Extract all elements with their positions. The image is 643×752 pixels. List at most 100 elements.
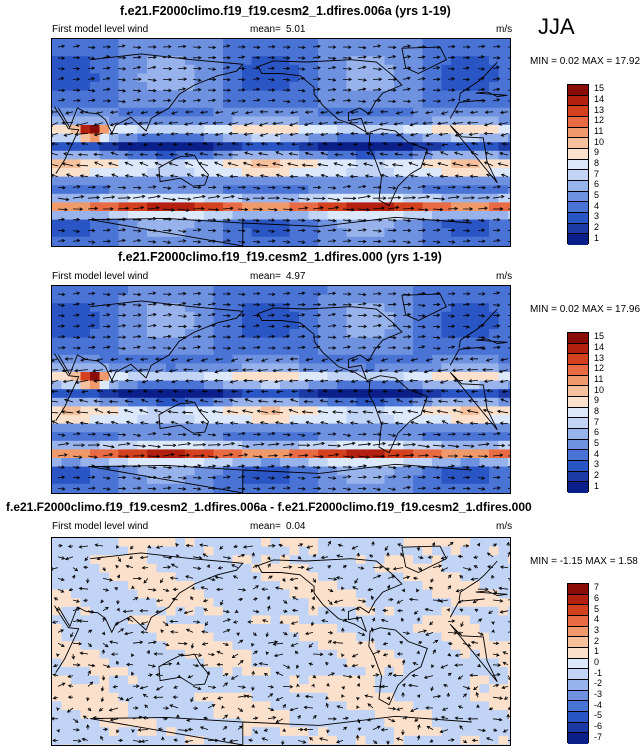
wind-vector xyxy=(147,431,157,436)
wind-vector xyxy=(64,357,74,361)
field-cell xyxy=(109,546,120,556)
wind-vector xyxy=(417,444,431,449)
wind-vector xyxy=(327,444,342,448)
field-cell xyxy=(270,649,281,659)
field-cell xyxy=(318,372,329,382)
field-cell xyxy=(61,727,72,737)
wind-vector xyxy=(357,324,368,329)
wind-vector xyxy=(462,544,470,548)
field-cell xyxy=(479,667,490,677)
field-cell xyxy=(80,449,91,459)
field-cell xyxy=(479,483,490,493)
wind-vector xyxy=(327,487,337,491)
field-cell xyxy=(375,337,386,347)
field-cell xyxy=(365,168,376,178)
wind-vector xyxy=(507,315,510,316)
field-cell xyxy=(166,150,177,160)
field-cell xyxy=(318,245,329,246)
field-cell xyxy=(394,546,405,556)
field-cell xyxy=(508,329,510,339)
field-cell xyxy=(166,649,177,659)
field-cell xyxy=(204,211,215,221)
wind-vector xyxy=(342,218,352,223)
field-cell xyxy=(432,47,443,57)
field-cell xyxy=(413,649,424,659)
field-cell xyxy=(470,624,481,634)
field-cell xyxy=(470,116,481,126)
field-cell xyxy=(80,710,91,720)
field-cell xyxy=(299,245,310,246)
field-cell xyxy=(90,718,101,728)
field-cell xyxy=(470,710,481,720)
field-cell xyxy=(232,107,243,117)
field-cell xyxy=(156,615,167,625)
wind-vector xyxy=(335,110,344,115)
field-cell xyxy=(413,701,424,711)
field-cell xyxy=(175,90,186,100)
wind-vector xyxy=(462,218,470,223)
field-cell xyxy=(422,168,433,178)
field-cell xyxy=(175,563,186,573)
field-cell xyxy=(52,701,63,711)
field-cell xyxy=(394,615,405,625)
field-cell xyxy=(109,363,120,373)
field-cell xyxy=(261,649,272,659)
wind-vector xyxy=(387,195,402,200)
field-cell xyxy=(384,47,395,57)
field-cell xyxy=(394,133,405,143)
field-cell xyxy=(508,397,510,407)
field-cell xyxy=(384,133,395,143)
field-cell xyxy=(128,718,139,728)
field-cell xyxy=(166,47,177,57)
wind-vector xyxy=(229,174,239,179)
field-cell xyxy=(270,458,281,468)
field-cell xyxy=(242,624,253,634)
wind-vector xyxy=(272,162,284,167)
field-cell xyxy=(99,615,110,625)
wind-vector xyxy=(222,302,231,307)
field-cell xyxy=(251,337,262,347)
wind-vector xyxy=(482,368,494,372)
field-cell xyxy=(280,572,291,582)
field-cell xyxy=(137,667,148,677)
wind-vector xyxy=(252,240,261,244)
field-cell xyxy=(432,606,443,616)
field-cell xyxy=(470,701,481,711)
field-cell xyxy=(508,354,510,364)
field-cell xyxy=(204,492,215,493)
field-cell xyxy=(422,125,433,135)
field-cell xyxy=(394,589,405,599)
field-cell xyxy=(204,701,215,711)
field-cell xyxy=(156,150,167,160)
field-cell xyxy=(52,624,63,634)
field-cell xyxy=(270,538,281,548)
wind-vector xyxy=(408,161,419,167)
field-cell xyxy=(299,329,310,339)
field-cell xyxy=(498,475,509,485)
wind-vector xyxy=(393,122,404,126)
field-cell xyxy=(80,116,91,126)
field-cell xyxy=(403,624,414,634)
field-cell xyxy=(460,466,471,476)
field-cell xyxy=(147,475,158,485)
field-cell xyxy=(470,380,481,390)
field-cell xyxy=(318,346,329,356)
field-cell xyxy=(137,372,148,382)
wind-vector xyxy=(162,66,173,71)
colorbar-swatch xyxy=(568,439,588,451)
wind-vector xyxy=(402,292,412,297)
wind-vector xyxy=(258,122,269,127)
field-cell xyxy=(80,406,91,416)
field-cell xyxy=(327,581,338,591)
field-cell xyxy=(289,675,300,685)
field-cell xyxy=(280,354,291,364)
field-cell xyxy=(308,107,319,117)
field-cell xyxy=(232,572,243,582)
field-cell xyxy=(90,211,101,221)
wind-vector xyxy=(397,389,404,393)
field-cell xyxy=(394,372,405,382)
field-cell xyxy=(204,415,215,425)
field-cell xyxy=(403,380,414,390)
field-cell xyxy=(232,159,243,169)
field-cell xyxy=(232,710,243,720)
